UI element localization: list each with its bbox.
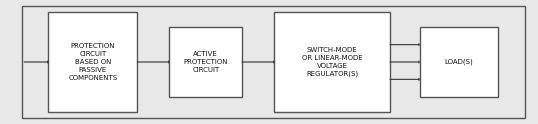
Text: ACTIVE
PROTECTION
CIRCUIT: ACTIVE PROTECTION CIRCUIT xyxy=(183,51,228,73)
Bar xyxy=(420,27,498,97)
Text: SWITCH-MODE
OR LINEAR-MODE
VOLTAGE
REGULATOR(S): SWITCH-MODE OR LINEAR-MODE VOLTAGE REGUL… xyxy=(302,47,363,77)
Bar xyxy=(169,27,242,97)
Bar xyxy=(48,12,137,112)
Text: PROTECTION
CIRCUIT
BASED ON
PASSIVE
COMPONENTS: PROTECTION CIRCUIT BASED ON PASSIVE COMP… xyxy=(68,44,117,80)
Bar xyxy=(274,12,390,112)
Text: LOAD(S): LOAD(S) xyxy=(444,59,473,65)
